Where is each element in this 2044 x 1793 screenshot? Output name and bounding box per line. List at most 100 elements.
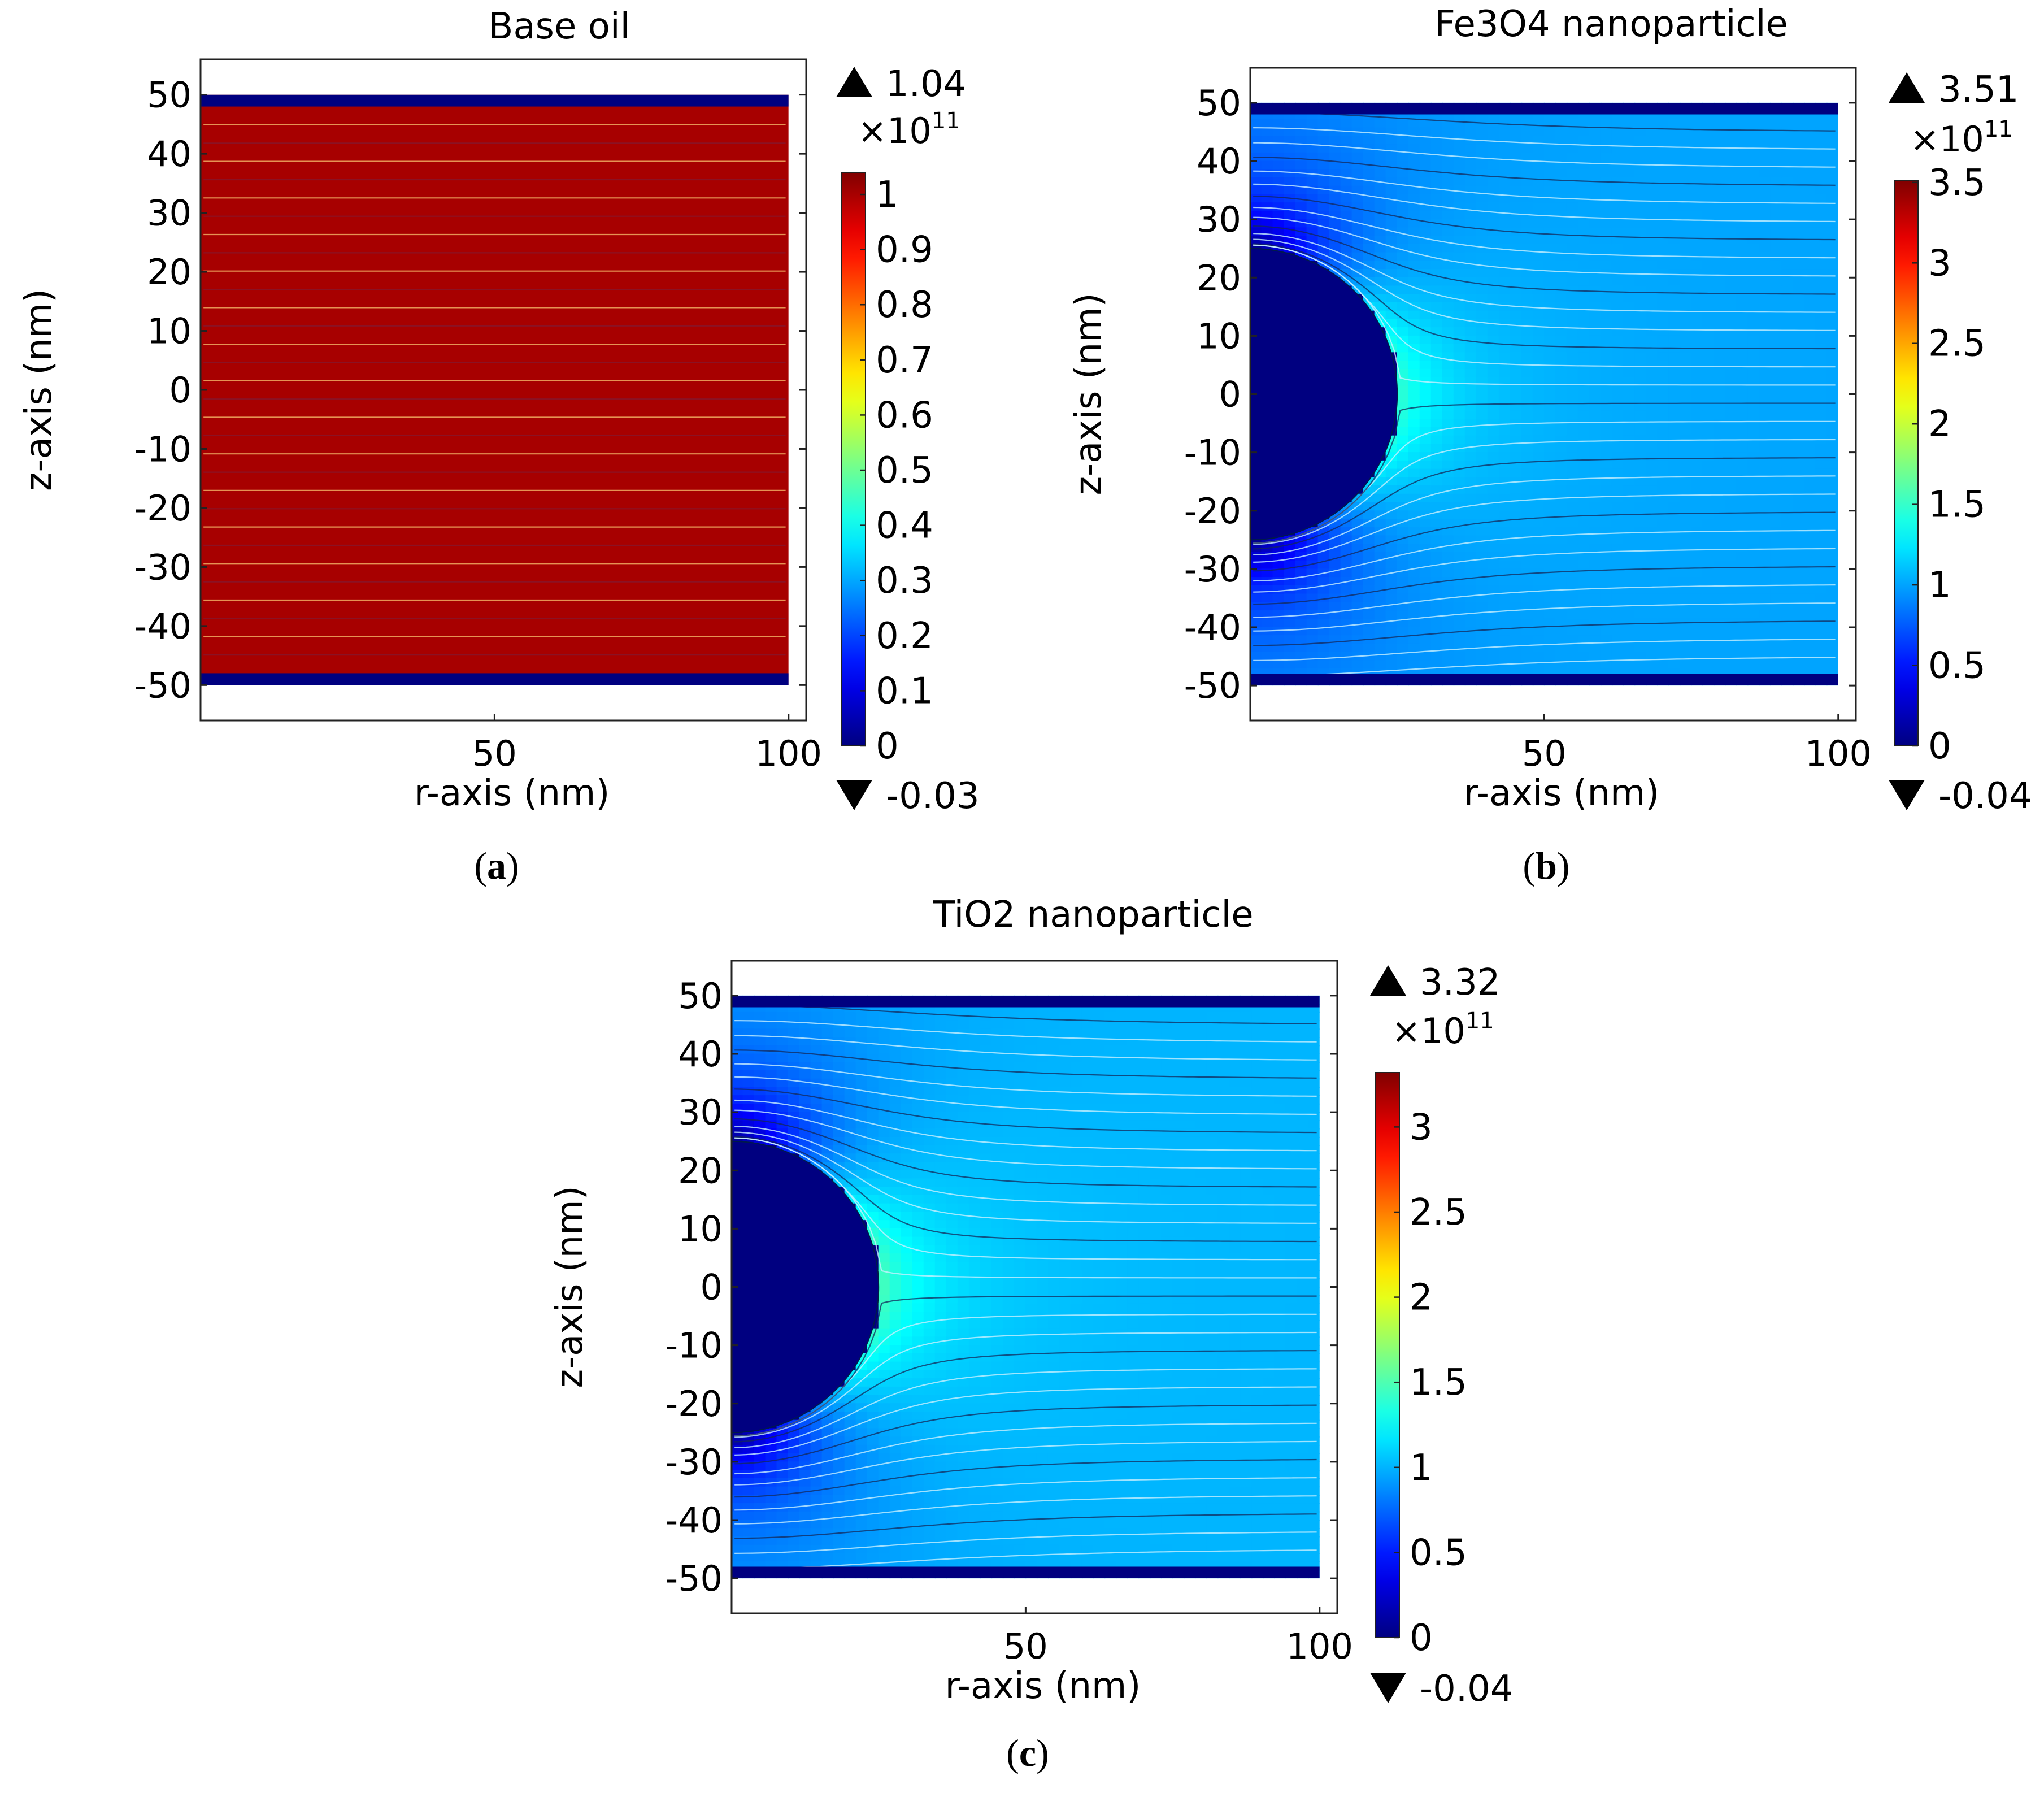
field-cell bbox=[1815, 602, 1828, 611]
field-cell bbox=[1453, 327, 1466, 337]
field-cell bbox=[1770, 577, 1782, 587]
field-cell bbox=[1521, 285, 1534, 295]
field-cell bbox=[1781, 352, 1794, 362]
field-cell bbox=[1770, 652, 1782, 661]
field-cell bbox=[1577, 485, 1590, 495]
field-cell bbox=[1340, 544, 1353, 553]
field-cell bbox=[912, 1153, 925, 1163]
field-cell bbox=[776, 1037, 789, 1047]
field-cell bbox=[1532, 202, 1545, 212]
field-cell bbox=[765, 1045, 778, 1054]
field-cell bbox=[1725, 361, 1737, 370]
field-cell bbox=[1498, 219, 1511, 228]
field-cell bbox=[878, 1436, 891, 1446]
field-cell bbox=[1702, 460, 1715, 470]
field-cell bbox=[1566, 435, 1579, 445]
field-cell bbox=[1826, 593, 1838, 603]
field-cell bbox=[1487, 127, 1500, 137]
field-cell bbox=[1566, 627, 1579, 636]
field-cell bbox=[1476, 460, 1489, 470]
field-cell bbox=[1725, 460, 1737, 470]
field-cell bbox=[1714, 335, 1726, 345]
field-cell bbox=[1577, 502, 1590, 511]
field-cell bbox=[1623, 285, 1636, 295]
field-cell bbox=[765, 1053, 778, 1063]
field-cell bbox=[1543, 285, 1556, 295]
field-cell bbox=[1566, 610, 1579, 620]
field-cell bbox=[1498, 185, 1511, 195]
field-cell bbox=[1600, 344, 1613, 353]
field-cell bbox=[844, 1170, 857, 1179]
field-cell bbox=[901, 1495, 914, 1504]
field-cell bbox=[1623, 385, 1636, 395]
field-cell bbox=[1430, 319, 1443, 328]
field-cell bbox=[1430, 477, 1443, 487]
field-cell bbox=[1680, 568, 1692, 578]
field-cell bbox=[1555, 277, 1568, 286]
field-cell bbox=[1317, 177, 1330, 187]
field-cell bbox=[799, 1045, 812, 1054]
field-cell bbox=[1611, 119, 1624, 129]
field-cell bbox=[1419, 485, 1432, 495]
field-cell bbox=[742, 1062, 755, 1071]
field-cell bbox=[1272, 544, 1285, 553]
field-cell bbox=[1487, 177, 1500, 187]
field-cell bbox=[1430, 585, 1443, 595]
field-cell bbox=[1566, 302, 1579, 312]
field-cell bbox=[1826, 568, 1838, 578]
field-cell bbox=[1747, 652, 1760, 661]
field-cell bbox=[1600, 185, 1613, 195]
field-cell bbox=[1804, 127, 1816, 137]
field-cell bbox=[1521, 544, 1534, 553]
field-cell bbox=[1702, 652, 1715, 661]
field-cell bbox=[1657, 610, 1669, 620]
colorbar-multiplier: ×1011 bbox=[858, 108, 960, 151]
field-cell bbox=[1430, 568, 1443, 578]
field-cell bbox=[1487, 236, 1500, 245]
field-cell bbox=[1521, 593, 1534, 603]
field-cell bbox=[1543, 452, 1556, 462]
field-cell bbox=[1498, 368, 1511, 379]
field-cell bbox=[1408, 319, 1421, 328]
field-cell bbox=[1793, 252, 1805, 262]
field-cell bbox=[1385, 452, 1398, 462]
field-cell bbox=[1340, 602, 1353, 611]
field-cell bbox=[1747, 269, 1760, 279]
field-cell bbox=[1589, 244, 1602, 254]
field-cell bbox=[1634, 377, 1647, 387]
field-cell bbox=[1532, 368, 1545, 379]
field-cell bbox=[1453, 310, 1466, 320]
field-cell bbox=[1714, 419, 1726, 428]
field-cell bbox=[878, 1403, 891, 1413]
field-cell bbox=[901, 1312, 914, 1321]
field-cell bbox=[1430, 427, 1443, 437]
field-cell bbox=[1487, 627, 1500, 636]
field-cell bbox=[1272, 585, 1285, 595]
field-cell bbox=[1317, 152, 1330, 162]
field-cell bbox=[1317, 618, 1330, 628]
field-cell bbox=[1646, 261, 1658, 270]
field-cell bbox=[1295, 635, 1308, 645]
field-cell bbox=[1510, 335, 1523, 345]
field-cell bbox=[1532, 643, 1545, 653]
field-cell bbox=[1442, 361, 1455, 370]
field-cell bbox=[799, 1037, 812, 1047]
field-cell bbox=[1566, 385, 1579, 395]
field-cell bbox=[1634, 660, 1647, 670]
field-cell bbox=[1759, 419, 1771, 428]
field-cell bbox=[1793, 510, 1805, 520]
field-cell bbox=[1600, 202, 1613, 212]
field-cell bbox=[742, 1070, 755, 1080]
field-cell bbox=[1510, 136, 1523, 145]
field-cell bbox=[1476, 344, 1489, 353]
field-cell bbox=[1781, 460, 1794, 470]
field-cell bbox=[1714, 310, 1726, 320]
field-cell bbox=[1419, 294, 1432, 303]
field-cell bbox=[1668, 643, 1681, 653]
field-cell bbox=[810, 1053, 823, 1063]
field-cell bbox=[754, 1503, 767, 1513]
field-cell bbox=[1646, 269, 1658, 279]
field-cell bbox=[1442, 144, 1455, 154]
field-cell bbox=[1691, 210, 1703, 220]
field-cell bbox=[1793, 368, 1805, 379]
